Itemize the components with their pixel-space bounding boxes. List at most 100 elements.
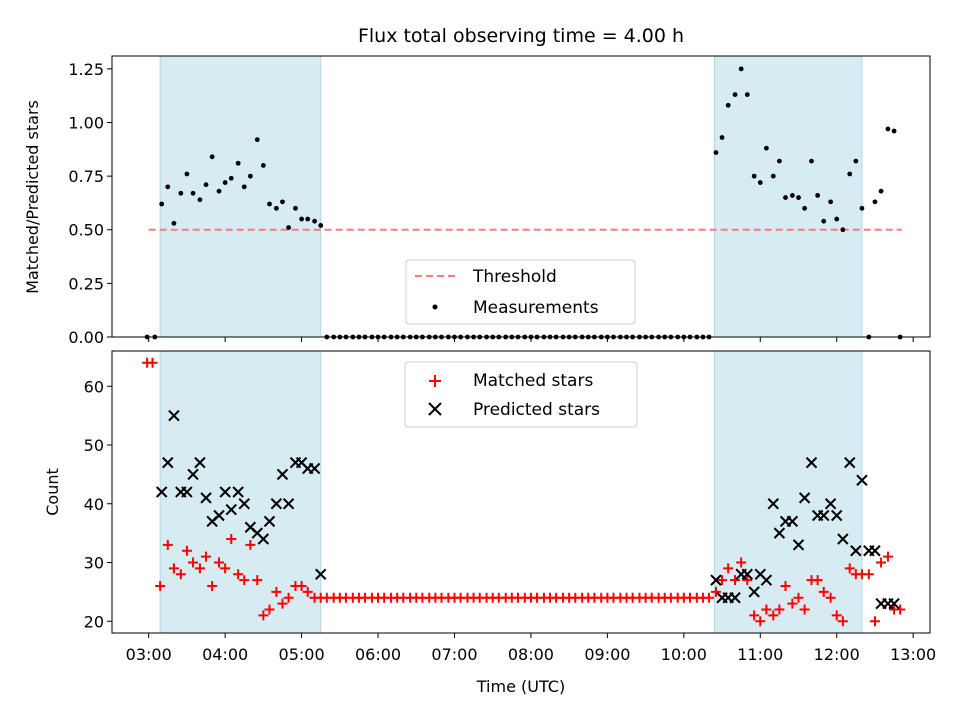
measurements-point-27 (318, 223, 324, 228)
matched-stars-point-102 (793, 592, 804, 603)
legend-measurements-label: Measurements (473, 298, 599, 318)
measurements-point-94 (744, 92, 750, 98)
top-legend-box (405, 259, 636, 325)
predicted-stars-point-44 (824, 498, 837, 510)
predicted-stars-point-24 (308, 462, 321, 475)
matched-stars-point-19 (264, 604, 275, 615)
measurements-point-16 (247, 173, 253, 179)
matched-stars-point-9 (201, 551, 212, 562)
x-tick-label-0: 03:00 (126, 645, 172, 664)
predicted-stars-point-32 (748, 586, 760, 598)
matched-stars-point-107 (825, 592, 836, 603)
predicted-stars-point-10 (219, 486, 231, 498)
matched-stars-point-10 (207, 581, 218, 591)
predicted-stars-point-16 (257, 533, 270, 545)
predicted-stars-point-26 (710, 574, 722, 586)
measurements-point-12 (222, 180, 228, 185)
measurements-point-104 (809, 158, 814, 164)
x-tick-label-7: 10:00 (661, 645, 707, 664)
bot-shaded-interval-0 (159, 350, 322, 634)
measurements-point-92 (732, 92, 738, 98)
measurements-point-2 (159, 201, 165, 207)
measurements-point-99 (776, 158, 782, 164)
matched-stars-point-115 (876, 557, 887, 568)
bottom-legend: Matched stars Predicted stars (404, 361, 638, 428)
matched-stars-point-118 (895, 604, 906, 615)
predicted-stars-point-4 (181, 486, 193, 498)
predicted-stars-point-7 (200, 492, 212, 504)
matched-stars-point-95 (749, 610, 760, 621)
bot-shaded-interval-1 (713, 350, 863, 634)
measurements-point-111 (853, 158, 859, 164)
predicted-stars-point-35 (767, 498, 779, 510)
matched-stars-point-13 (226, 534, 237, 544)
measurements-point-17 (254, 137, 260, 143)
legend-matched-label: Matched stars (473, 371, 593, 391)
predicted-stars-point-45 (831, 509, 843, 522)
measurements-point-117 (891, 128, 897, 134)
matched-stars-point-88 (704, 592, 715, 603)
top-legend: Threshold Measurements (405, 259, 636, 325)
predicted-stars-point-12 (232, 486, 244, 498)
matched-stars-point-100 (780, 581, 791, 591)
predicted-stars-point-43 (818, 509, 830, 522)
measurements-point-90 (719, 135, 725, 140)
measurements-point-114 (872, 199, 878, 205)
legend-predicted-label: Predicted stars (473, 400, 600, 420)
matched-stars-point-93 (736, 557, 747, 568)
matched-stars-point-15 (239, 575, 250, 586)
bottom-y-ticks: 20 30 40 50 60 (84, 377, 112, 631)
measurements-point-24 (299, 216, 304, 222)
x-tick-label-9: 12:00 (814, 645, 860, 664)
predicted-stars-point-6 (194, 456, 206, 469)
matched-stars-point-91 (723, 563, 734, 574)
matched-stars-point-101 (787, 598, 798, 609)
measurements-point-115 (878, 188, 884, 194)
measurements-point-10 (209, 154, 215, 160)
matched-stars-point-109 (837, 616, 848, 627)
measurements-point-9 (203, 182, 209, 188)
predicted-stars-point-20 (282, 498, 295, 510)
measurements-point-19 (267, 201, 272, 207)
measurements-point-20 (273, 205, 279, 211)
matched-stars-point-1 (147, 357, 158, 368)
matched-stars-point-20 (271, 586, 282, 597)
bottom-legend-box (404, 361, 638, 428)
predicted-stars-point-5 (187, 468, 199, 481)
measurements-point-100 (783, 195, 788, 200)
measurements-point-98 (770, 173, 776, 179)
top-plot-frame (111, 55, 931, 338)
top-y-tick-label-2: 0.50 (68, 221, 104, 240)
measurements-point-106 (821, 218, 827, 224)
matched-stars-point-17 (252, 575, 263, 586)
predicted-stars-point-47 (844, 456, 856, 469)
predicted-stars-point-51 (869, 545, 881, 557)
predicted-stars-point-39 (792, 539, 805, 551)
predicted-stars-point-34 (760, 574, 773, 586)
x-tick-label-2: 05:00 (279, 645, 325, 664)
top-y-ticks: 0.00 0.25 0.50 0.75 1.00 1.25 (68, 60, 112, 347)
chart-title: Flux total observing time = 4.00 h (358, 25, 684, 47)
predicted-stars-point-41 (805, 456, 818, 469)
matched-stars-point-96 (755, 616, 766, 627)
matched-stars-point-89 (710, 586, 721, 597)
matched-stars-point-114 (869, 616, 880, 627)
top-shaded-interval-1 (713, 55, 863, 338)
predicted-stars-point-25 (314, 568, 327, 580)
measurements-point-4 (171, 220, 177, 226)
bot-y-tick-label-1: 30 (84, 554, 104, 573)
x-axis-label: Time (UTC) (476, 677, 565, 696)
predicted-stars-point-9 (213, 509, 225, 522)
top-shaded-regions (159, 55, 863, 338)
matched-stars-point-12 (220, 563, 231, 574)
matched-stars-point-2 (155, 581, 166, 591)
matched-stars-point-14 (233, 569, 244, 580)
measurements-point-89 (713, 150, 719, 155)
measurements-point-5 (178, 190, 184, 196)
predicted-stars-point-36 (773, 527, 786, 539)
measurements-point-101 (789, 193, 795, 198)
measurements-point-96 (757, 180, 763, 185)
legend-predicted-marker (428, 402, 442, 416)
top-y-tick-label-3: 0.75 (68, 167, 104, 186)
